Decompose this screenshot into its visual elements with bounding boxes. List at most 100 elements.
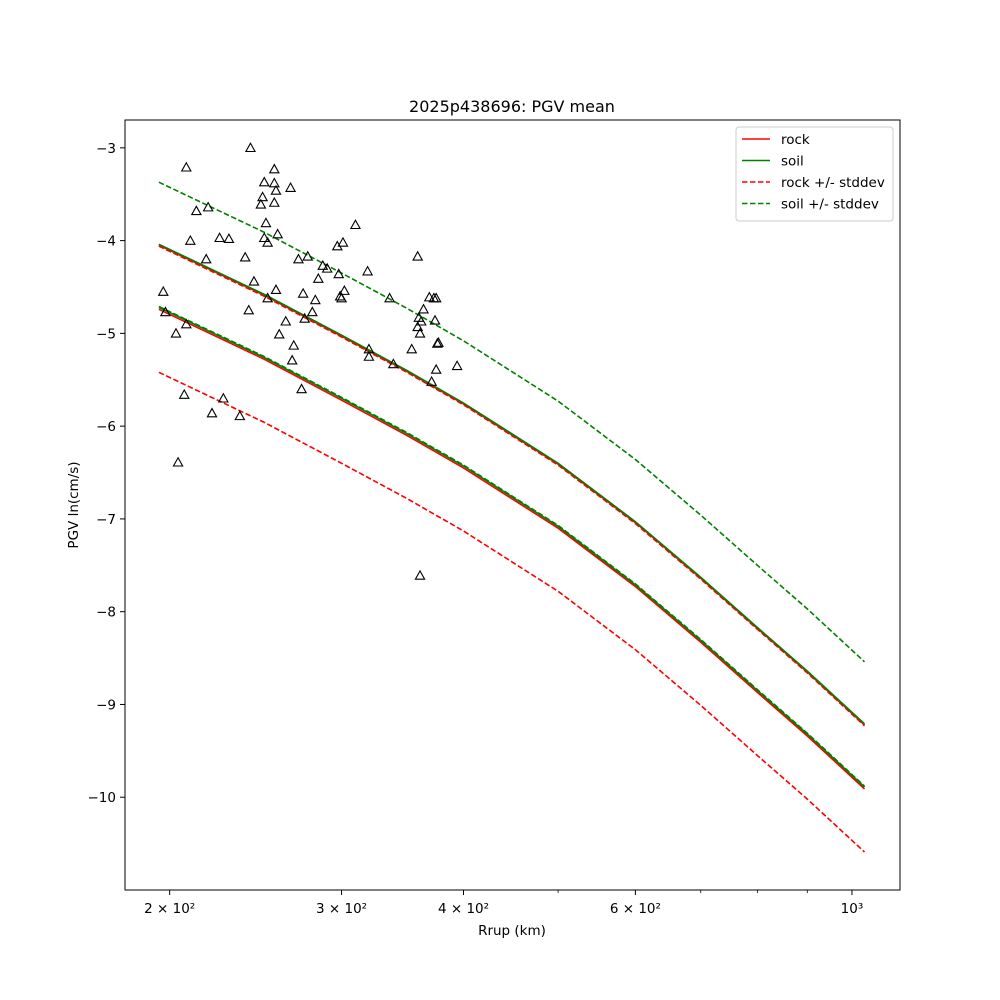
observation-point-24 bbox=[260, 217, 272, 228]
observation-point-25 bbox=[262, 236, 274, 247]
legend-label-3: soil +/- stddev bbox=[781, 197, 879, 213]
x-tick-label-1: 3 × 10² bbox=[316, 901, 367, 917]
observation-point-16 bbox=[239, 251, 251, 262]
observation-point-13 bbox=[217, 392, 229, 403]
observation-point-69 bbox=[426, 375, 438, 386]
y-tick-label-7: −10 bbox=[88, 790, 117, 806]
observation-point-51 bbox=[336, 292, 348, 303]
observation-point-34 bbox=[280, 315, 292, 326]
observation-point-12 bbox=[214, 232, 226, 243]
observation-point-7 bbox=[184, 234, 196, 245]
observation-point-66 bbox=[415, 315, 427, 326]
observation-point-62 bbox=[412, 321, 424, 332]
series-line-soil-4 bbox=[158, 306, 866, 788]
y-tick-label-1: −4 bbox=[96, 234, 116, 250]
observation-point-18 bbox=[244, 142, 257, 153]
observation-point-9 bbox=[200, 253, 212, 264]
observation-point-43 bbox=[306, 306, 318, 317]
observation-point-2 bbox=[170, 327, 182, 338]
chart-title: 2025p438696: PGV mean bbox=[409, 97, 615, 116]
observation-point-4 bbox=[178, 388, 190, 399]
observation-point-58 bbox=[384, 292, 396, 303]
series-line-soil-5 bbox=[158, 243, 866, 725]
x-tick-label-0: 2 × 10² bbox=[144, 901, 195, 917]
observation-point-52 bbox=[337, 236, 349, 247]
observation-point-20 bbox=[255, 198, 267, 209]
y-tick-label-6: −9 bbox=[96, 697, 116, 713]
observation-point-57 bbox=[363, 350, 375, 361]
observation-point-22 bbox=[258, 176, 270, 187]
observation-point-75 bbox=[432, 336, 444, 347]
legend-box bbox=[735, 126, 894, 222]
x-axis-label: Rrup (km) bbox=[478, 923, 546, 939]
observation-point-19 bbox=[248, 275, 260, 286]
observation-point-64 bbox=[414, 327, 426, 338]
legend-label-2: rock +/- stddev bbox=[781, 175, 885, 191]
series-line-soil-stddev-7 bbox=[158, 305, 866, 787]
series-line-rock-1 bbox=[158, 244, 866, 726]
observation-point-31 bbox=[270, 284, 282, 295]
axes: 2 × 10² 3 × 10² 4 × 10² 6 × 10² 10³ −3 −4 −5 −6 −… bbox=[88, 119, 901, 917]
x-tick-label-4: 10³ bbox=[841, 901, 864, 917]
observation-point-60 bbox=[406, 343, 418, 354]
observation-point-44 bbox=[309, 294, 321, 305]
series-line-rock-stddev-2 bbox=[158, 245, 866, 727]
observation-point-53 bbox=[338, 284, 350, 295]
observation-point-38 bbox=[292, 253, 304, 264]
observation-point-72 bbox=[430, 363, 442, 374]
x-tick-label-3: 6 × 10² bbox=[610, 901, 661, 917]
legend-label-1: soil bbox=[781, 154, 804, 170]
y-tick-label-3: −6 bbox=[96, 419, 116, 435]
observation-point-42 bbox=[302, 250, 314, 261]
y-tick-label-0: −3 bbox=[96, 141, 116, 157]
observation-point-10 bbox=[202, 201, 214, 212]
y-axis-label: PGV ln(cm/s) bbox=[66, 461, 82, 548]
observation-point-45 bbox=[312, 272, 324, 283]
observation-point-30 bbox=[270, 184, 282, 195]
observation-point-67 bbox=[417, 303, 430, 314]
observation-point-21 bbox=[257, 191, 269, 202]
observation-point-29 bbox=[268, 196, 280, 207]
series-line-rock-0 bbox=[158, 308, 866, 790]
observation-point-49 bbox=[333, 268, 345, 279]
observation-point-47 bbox=[321, 262, 333, 273]
observation-point-33 bbox=[273, 328, 285, 339]
observation-point-39 bbox=[296, 383, 308, 394]
x-tick-label-2: 4 × 10² bbox=[438, 901, 489, 917]
observation-point-61 bbox=[412, 250, 424, 261]
observation-point-40 bbox=[297, 287, 309, 298]
observation-point-15 bbox=[234, 410, 246, 421]
observation-point-71 bbox=[429, 314, 441, 325]
observation-point-23 bbox=[258, 232, 270, 243]
observation-point-35 bbox=[285, 181, 297, 192]
observation-point-6 bbox=[180, 318, 192, 329]
observation-point-76 bbox=[451, 360, 463, 371]
observation-points bbox=[157, 142, 463, 580]
series-line-soil-stddev-6 bbox=[158, 181, 866, 663]
observation-point-0 bbox=[157, 285, 169, 296]
observation-point-65 bbox=[414, 569, 426, 580]
observation-point-1 bbox=[159, 306, 171, 317]
observation-point-54 bbox=[349, 219, 361, 230]
observation-point-32 bbox=[272, 228, 284, 239]
plot-frame bbox=[124, 119, 901, 891]
observation-point-26 bbox=[262, 292, 274, 303]
y-tick-label-2: −5 bbox=[96, 326, 116, 342]
y-tick-label-4: −7 bbox=[96, 512, 116, 528]
observation-point-3 bbox=[172, 456, 184, 467]
legend-label-0: rock bbox=[781, 132, 810, 148]
observation-point-11 bbox=[206, 407, 218, 418]
observation-point-55 bbox=[362, 265, 374, 276]
observation-point-59 bbox=[387, 358, 399, 369]
observation-point-36 bbox=[286, 354, 298, 365]
observation-point-17 bbox=[243, 304, 255, 315]
observation-point-37 bbox=[288, 339, 300, 350]
observation-point-73 bbox=[430, 292, 442, 303]
series-line-rock-stddev-3 bbox=[158, 371, 866, 853]
observation-point-28 bbox=[268, 177, 280, 188]
y-tick-label-5: −8 bbox=[96, 605, 116, 621]
observation-point-8 bbox=[190, 205, 202, 216]
observation-point-46 bbox=[317, 259, 329, 270]
observation-point-27 bbox=[268, 163, 280, 174]
